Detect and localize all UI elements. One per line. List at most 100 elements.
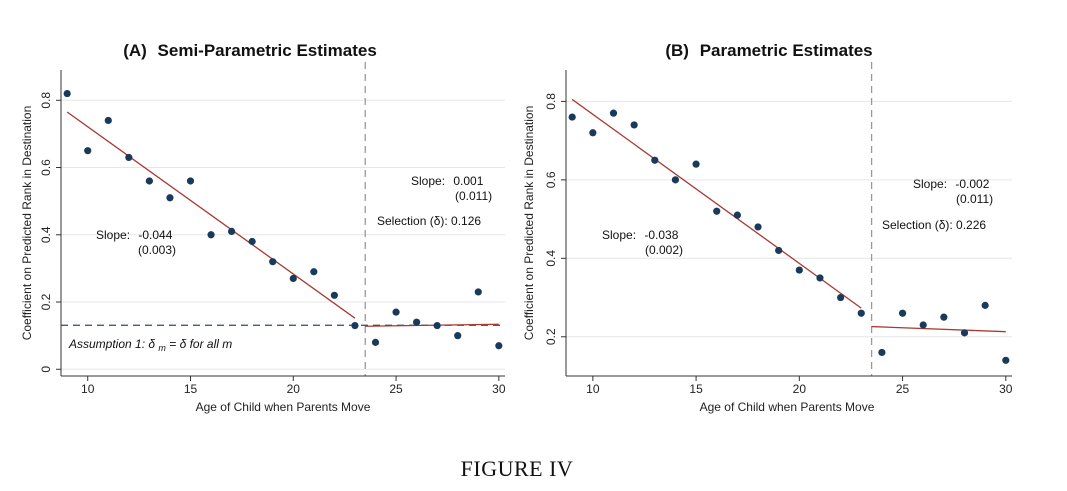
panel-b: (B) Parametric Estimates Age of Child wh… [522, 41, 1013, 414]
panel-a-ylabel: Coefficient on Predicted Rank in Destina… [20, 106, 34, 341]
panel-a-fit-line [66, 111, 356, 319]
panel-b-data-point [775, 246, 783, 255]
panel-a-reference-lines [61, 62, 505, 376]
panel-a-ytick-label: 0.8 [39, 92, 53, 109]
panel-b-data-point [754, 223, 762, 231]
panel-a-yticks: 0 0.2 0.4 0.6 0.8 [39, 92, 61, 373]
panel-a-data-point [413, 318, 421, 326]
panel-b-label: (B) [665, 41, 689, 60]
panel-a-slope-right-se: (0.011) [455, 189, 492, 203]
panel-a-data-point [166, 194, 174, 202]
panel-b-data-point [692, 160, 700, 168]
panel-a-slope-left-label: Slope: [96, 228, 130, 242]
panel-a-ytick-label: 0.2 [39, 293, 53, 310]
panel-b-data-point [1002, 356, 1010, 364]
panel-b-data-point [609, 109, 618, 117]
panel-a-data-point [310, 268, 318, 276]
panel-a-data-point [269, 258, 277, 266]
panel-a-data-point [248, 237, 256, 246]
assumption-delta2: δ [180, 337, 187, 351]
panel-a-data-point [433, 321, 441, 330]
panel-b-data-point [733, 211, 741, 219]
panel-b-grid [566, 100, 1012, 338]
panel-a-fit-lines [66, 111, 499, 327]
assumption-prefix: Assumption 1: [68, 337, 148, 351]
panel-a-data-point [392, 308, 400, 316]
panel-a-xtick-label: 30 [492, 382, 506, 396]
panel-b-fit-lines [571, 98, 1006, 333]
panel-a-fit-line [365, 323, 499, 327]
panel-b-data-point [878, 348, 886, 357]
panel-a-data-point [63, 89, 71, 98]
panel-a-axes [60, 70, 505, 377]
panel-b-slope-left-se: (0.002) [645, 243, 683, 257]
panel-a-slope-left-se: (0.003) [138, 243, 176, 257]
panel-b-data-point [898, 309, 907, 317]
panel-a-xtick-label: 25 [389, 382, 403, 396]
panel-b-ytick-label: 0.6 [544, 171, 558, 188]
assumption-eq: = [169, 337, 179, 351]
panel-b-data-point [981, 301, 989, 309]
panel-a-data-point [371, 338, 380, 346]
panel-b-yticks: 0.2 0.4 0.6 0.8 [544, 93, 566, 345]
panel-b-title: (B) Parametric Estimates [665, 41, 872, 60]
panel-b-slope-right-se: (0.011) [956, 192, 993, 206]
panel-b-xlabel: Age of Child when Parents Move [700, 400, 875, 414]
panel-a-selection: Selection (δ): 0.126 [377, 214, 481, 228]
panel-a-data-point [104, 116, 112, 125]
panel-a-data-point [207, 231, 215, 239]
panel-b-xtick-label: 25 [896, 382, 910, 396]
panel-a-xtick-label: 15 [184, 382, 198, 396]
panel-b-xtick-label: 20 [793, 382, 807, 396]
panel-b-slope-right-label: Slope: [913, 177, 947, 191]
panel-a-ytick-label: 0.6 [39, 159, 53, 176]
panel-a-slope-right: Slope: 0.001 [411, 174, 484, 188]
panel-b-data-point [857, 309, 865, 317]
panel-b-ytick-label: 0.8 [544, 93, 558, 110]
panel-a-ytick-label: 0 [39, 366, 53, 373]
panel-a-grid [61, 99, 505, 370]
panel-a-xticks: 10 15 20 25 30 [81, 376, 506, 396]
panel-a-slope-right-label: Slope: [411, 174, 445, 188]
panel-b-slope-left-value: -0.038 [644, 228, 678, 242]
panel-b-data-point [671, 176, 680, 184]
panel-a-xtick-label: 10 [81, 382, 95, 396]
panel-b-xticks: 10 15 20 25 30 [586, 376, 1013, 396]
panel-b-xtick-label: 30 [999, 382, 1013, 396]
panel-a-data-point [495, 342, 503, 350]
panel-b-data-point [795, 266, 803, 274]
panel-b-slope-left: Slope: -0.038 [602, 228, 679, 242]
panel-b-slope-right: Slope: -0.002 [913, 177, 990, 191]
panel-a-points [63, 89, 503, 350]
panel-b-data-point [816, 274, 824, 282]
assumption-delta: δ [148, 337, 155, 351]
panel-a-slope-right-value: 0.001 [453, 174, 483, 188]
panel-b-data-point [630, 121, 638, 129]
panel-b-ytick-label: 0.4 [544, 250, 558, 267]
panel-a-data-point [454, 332, 462, 340]
panel-b-data-point [589, 129, 597, 137]
panel-a-data-point [125, 153, 133, 162]
panel-a-label: (A) [123, 41, 147, 60]
panel-b-data-point [960, 329, 969, 337]
panel-b-data-point [919, 321, 927, 329]
panel-b-data-point [837, 293, 845, 302]
panel-a-slope-left: Slope: -0.044 [96, 228, 173, 242]
figure-caption: FIGURE IV [461, 456, 574, 481]
panel-a-slope-left-value: -0.044 [138, 228, 172, 242]
panel-a-data-point [289, 274, 297, 283]
panel-a-ytick-label: 0.4 [39, 226, 53, 243]
panel-a-data-point [84, 147, 92, 155]
panel-b-xtick-label: 10 [586, 382, 600, 396]
panel-b-ytick-label: 0.2 [544, 328, 558, 345]
panel-a-data-point [474, 288, 482, 296]
panel-b-slope-right-value: -0.002 [955, 177, 989, 191]
panel-a-title: (A) Semi-Parametric Estimates [123, 41, 377, 60]
panel-b-points [568, 109, 1010, 364]
panel-b-data-point [940, 313, 948, 321]
panel-b-ylabel: Coefficient on Predicted Rank in Destina… [522, 106, 536, 341]
panel-b-title-text: Parametric Estimates [700, 41, 873, 60]
panel-b-fit-line [871, 325, 1006, 333]
panel-a-data-point [351, 321, 359, 330]
